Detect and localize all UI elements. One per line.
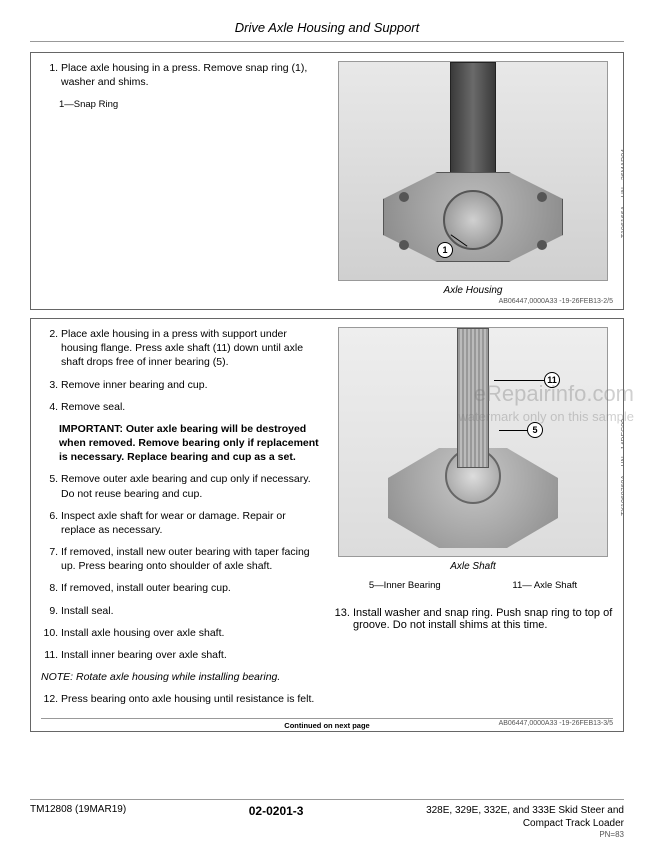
step-13: Install washer and snap ring. Push snap … — [353, 607, 613, 631]
bolt-graphic — [399, 240, 409, 250]
note: NOTE: Rotate axle housing while installi… — [41, 670, 323, 684]
figure-legend: 5—Inner Bearing 11— Axle Shaft — [333, 580, 613, 591]
page-footer: TM12808 (19MAR19) 02-0201-3 328E, 329E, … — [30, 799, 624, 840]
important-label: IMPORTANT: — [59, 423, 123, 435]
footer-right-line2: Compact Track Loader — [426, 817, 624, 830]
section-2-figure-col: 11 5 TX1060760A —UN—14DEC09 Axle Shaft 5… — [333, 327, 613, 714]
callout-line — [494, 380, 544, 381]
footer-left: TM12808 (19MAR19) — [30, 804, 126, 815]
step-4: Remove seal. — [61, 400, 323, 414]
footer-right: 328E, 329E, 332E, and 333E Skid Steer an… — [426, 804, 624, 840]
step-12: Press bearing onto axle housing until re… — [61, 692, 323, 706]
axle-housing-figure: 1 T196166A —UN—26MAR04 — [338, 61, 608, 281]
bolt-graphic — [537, 240, 547, 250]
legend-11: 11— Axle Shaft — [512, 580, 577, 591]
step-8: If removed, install outer bearing cup. — [61, 581, 323, 595]
bolt-graphic — [537, 192, 547, 202]
callout-1-label: 1—Snap Ring — [59, 99, 323, 112]
bolt-graphic — [399, 192, 409, 202]
shaft2-graphic — [457, 328, 489, 468]
section-2-text: Place axle housing in a press with suppo… — [41, 327, 323, 714]
callout-11-circle: 11 — [544, 372, 560, 388]
section-1-ref: AB06447,0000A33 -19-26FEB13-2/5 — [41, 298, 613, 305]
figure-side-ref-2: TX1060760A —UN—14DEC09 — [621, 419, 624, 516]
step-1: Place axle housing in a press. Remove sn… — [61, 61, 323, 89]
axle-shaft-figure: 11 5 TX1060760A —UN—14DEC09 — [338, 327, 608, 557]
hub-graphic — [443, 190, 503, 250]
step-10: Install axle housing over axle shaft. — [61, 626, 323, 640]
shaft-graphic — [450, 62, 496, 182]
footer-center: 02-0201-3 — [249, 804, 304, 818]
section-2: Place axle housing in a press with suppo… — [30, 318, 624, 732]
section-1-figure-col: 1 T196166A —UN—26MAR04 Axle Housing — [333, 61, 613, 296]
axle-housing-caption: Axle Housing — [444, 285, 503, 296]
step-6: Inspect axle shaft for wear or damage. R… — [61, 509, 323, 537]
callout-line — [499, 430, 529, 431]
callout-1-circle: 1 — [437, 242, 453, 258]
figure-side-ref: T196166A —UN—26MAR04 — [621, 149, 624, 238]
step-3: Remove inner bearing and cup. — [61, 378, 323, 392]
step-2: Place axle housing in a press with suppo… — [61, 327, 323, 370]
footer-pn: PN=83 — [426, 830, 624, 840]
step-5: Remove outer axle bearing and cup only i… — [61, 472, 323, 500]
step-9: Install seal. — [61, 604, 323, 618]
axle-shaft-caption: Axle Shaft — [450, 561, 496, 572]
step-7: If removed, install new outer bearing wi… — [61, 545, 323, 573]
legend-5: 5—Inner Bearing — [369, 580, 441, 591]
callout-5-circle: 5 — [527, 422, 543, 438]
section-1-text: Place axle housing in a press. Remove sn… — [41, 61, 323, 296]
page-title: Drive Axle Housing and Support — [30, 20, 624, 42]
footer-right-line1: 328E, 329E, 332E, and 333E Skid Steer an… — [426, 804, 624, 817]
section-1: Place axle housing in a press. Remove sn… — [30, 52, 624, 310]
important-note: IMPORTANT: Outer axle bearing will be de… — [59, 422, 323, 465]
step-11: Install inner bearing over axle shaft. — [61, 648, 323, 662]
